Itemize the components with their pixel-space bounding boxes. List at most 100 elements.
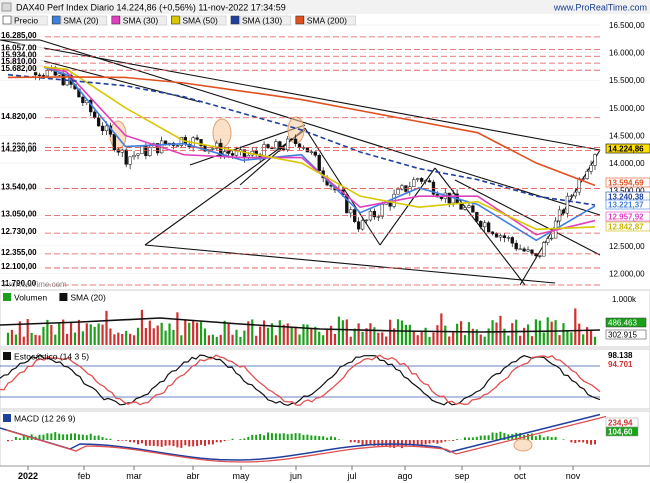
- candle-body: [396, 189, 400, 195]
- volume-bar: [416, 335, 419, 345]
- candle-body: [215, 142, 219, 149]
- candle-body: [104, 125, 109, 131]
- volume-bar: [266, 327, 270, 345]
- volume-bar: [345, 319, 348, 345]
- macd-histogram-bar: [373, 440, 376, 446]
- macd-histogram-bar: [176, 440, 179, 448]
- volume-bar: [58, 323, 61, 345]
- volume-bar: [219, 334, 222, 345]
- volume-bar: [6, 332, 10, 345]
- x-tick-label: may: [232, 471, 250, 481]
- volume-bar: [192, 320, 195, 345]
- legend-swatch: [230, 15, 240, 25]
- stochastic-value-label: 94.701: [608, 360, 633, 369]
- candle-body: [471, 205, 475, 213]
- menu-icon[interactable]: [1, 2, 12, 12]
- level-label: 15.934,00: [1, 50, 37, 59]
- y-tick-label: 15.500,00: [609, 76, 645, 85]
- candle-body: [376, 216, 380, 218]
- macd-histogram-bar: [294, 433, 297, 440]
- candle-body: [561, 209, 566, 214]
- volume-bar: [286, 323, 289, 345]
- volume-bar: [207, 335, 211, 345]
- y-tick-label: 14.500,00: [609, 131, 645, 140]
- volume-bar: [85, 323, 88, 345]
- candle-body: [286, 138, 290, 151]
- candle-body: [81, 96, 85, 104]
- macd-histogram-bar: [97, 435, 100, 440]
- price-value-tag: [605, 199, 650, 210]
- macd-histogram-bar: [207, 440, 210, 445]
- candle-body: [565, 195, 570, 214]
- macd-histogram-bar: [420, 440, 423, 447]
- legend-swatch: [171, 15, 180, 25]
- x-tick-label: oct: [514, 471, 527, 481]
- volume-bar: [172, 329, 175, 345]
- macd-histogram-bar: [495, 432, 498, 440]
- legend-swatch: [3, 293, 11, 301]
- candle-body: [546, 238, 550, 243]
- volume-bar: [463, 335, 467, 345]
- candle-body: [356, 221, 361, 230]
- macd-histogram-bar: [515, 432, 518, 440]
- candle-body: [112, 134, 117, 151]
- macd-histogram-bar: [282, 433, 285, 440]
- candle-body: [293, 138, 298, 145]
- candle-body: [136, 153, 140, 156]
- macd-histogram-bar: [527, 433, 530, 440]
- volume-bar: [400, 320, 404, 345]
- candle-body: [242, 149, 247, 159]
- legend-label: SMA (50): [182, 16, 218, 26]
- macd-histogram-bar: [412, 440, 415, 447]
- macd-histogram-bar: [546, 436, 549, 440]
- candle-body: [282, 148, 286, 151]
- candle-body: [278, 141, 282, 149]
- x-tick-label: 2022: [18, 471, 38, 481]
- macd-histogram-bar: [247, 436, 250, 440]
- watermark: ProRealTime.com: [3, 280, 67, 289]
- volume-bar: [262, 320, 266, 345]
- legend-label: SMA (20): [63, 16, 99, 26]
- candle-body: [388, 202, 392, 207]
- candle-body: [290, 138, 294, 141]
- macd-histogram-bar: [38, 434, 41, 440]
- volume-bar: [38, 335, 41, 345]
- macd-histogram-bar: [125, 440, 128, 441]
- volume-bar: [302, 324, 305, 345]
- volume-bar: [428, 336, 431, 345]
- candle-body: [156, 143, 160, 154]
- macd-histogram-bar: [542, 437, 545, 440]
- macd-histogram-bar: [404, 440, 407, 447]
- macd-histogram-bar: [251, 434, 254, 440]
- volume-bar: [507, 335, 510, 345]
- candle-body: [41, 75, 46, 77]
- x-tick-label: jun: [289, 471, 302, 481]
- trend-line: [144, 129, 306, 246]
- price-value-label: 14.224,86: [608, 145, 644, 154]
- macd-histogram-bar: [491, 432, 494, 440]
- sma-line: [7, 73, 596, 206]
- volume-bar: [314, 326, 317, 345]
- level-label: 12.355,00: [1, 248, 37, 257]
- macd-histogram-bar: [270, 433, 273, 440]
- level-label: 12.730,00: [1, 227, 37, 236]
- legend-label: Precio: [14, 16, 38, 26]
- price-value-label: 13.240,38: [608, 193, 644, 202]
- legend-label: Estocástico (14 3 5): [14, 352, 89, 362]
- candle-body: [100, 125, 105, 131]
- volume-bar: [148, 320, 151, 345]
- volume-bar: [448, 336, 451, 345]
- volume-value-label: 302.915: [608, 331, 637, 340]
- trend-line: [144, 244, 556, 284]
- volume-bar: [239, 336, 242, 345]
- volume-bar: [30, 332, 33, 345]
- volume-bar: [377, 332, 380, 345]
- candle-body: [37, 74, 42, 77]
- x-tick-label: jul: [346, 471, 356, 481]
- volume-bar: [121, 333, 124, 345]
- level-label: 14.820,00: [1, 112, 37, 121]
- candle-body: [195, 137, 199, 140]
- macd-histogram-bar: [129, 440, 132, 443]
